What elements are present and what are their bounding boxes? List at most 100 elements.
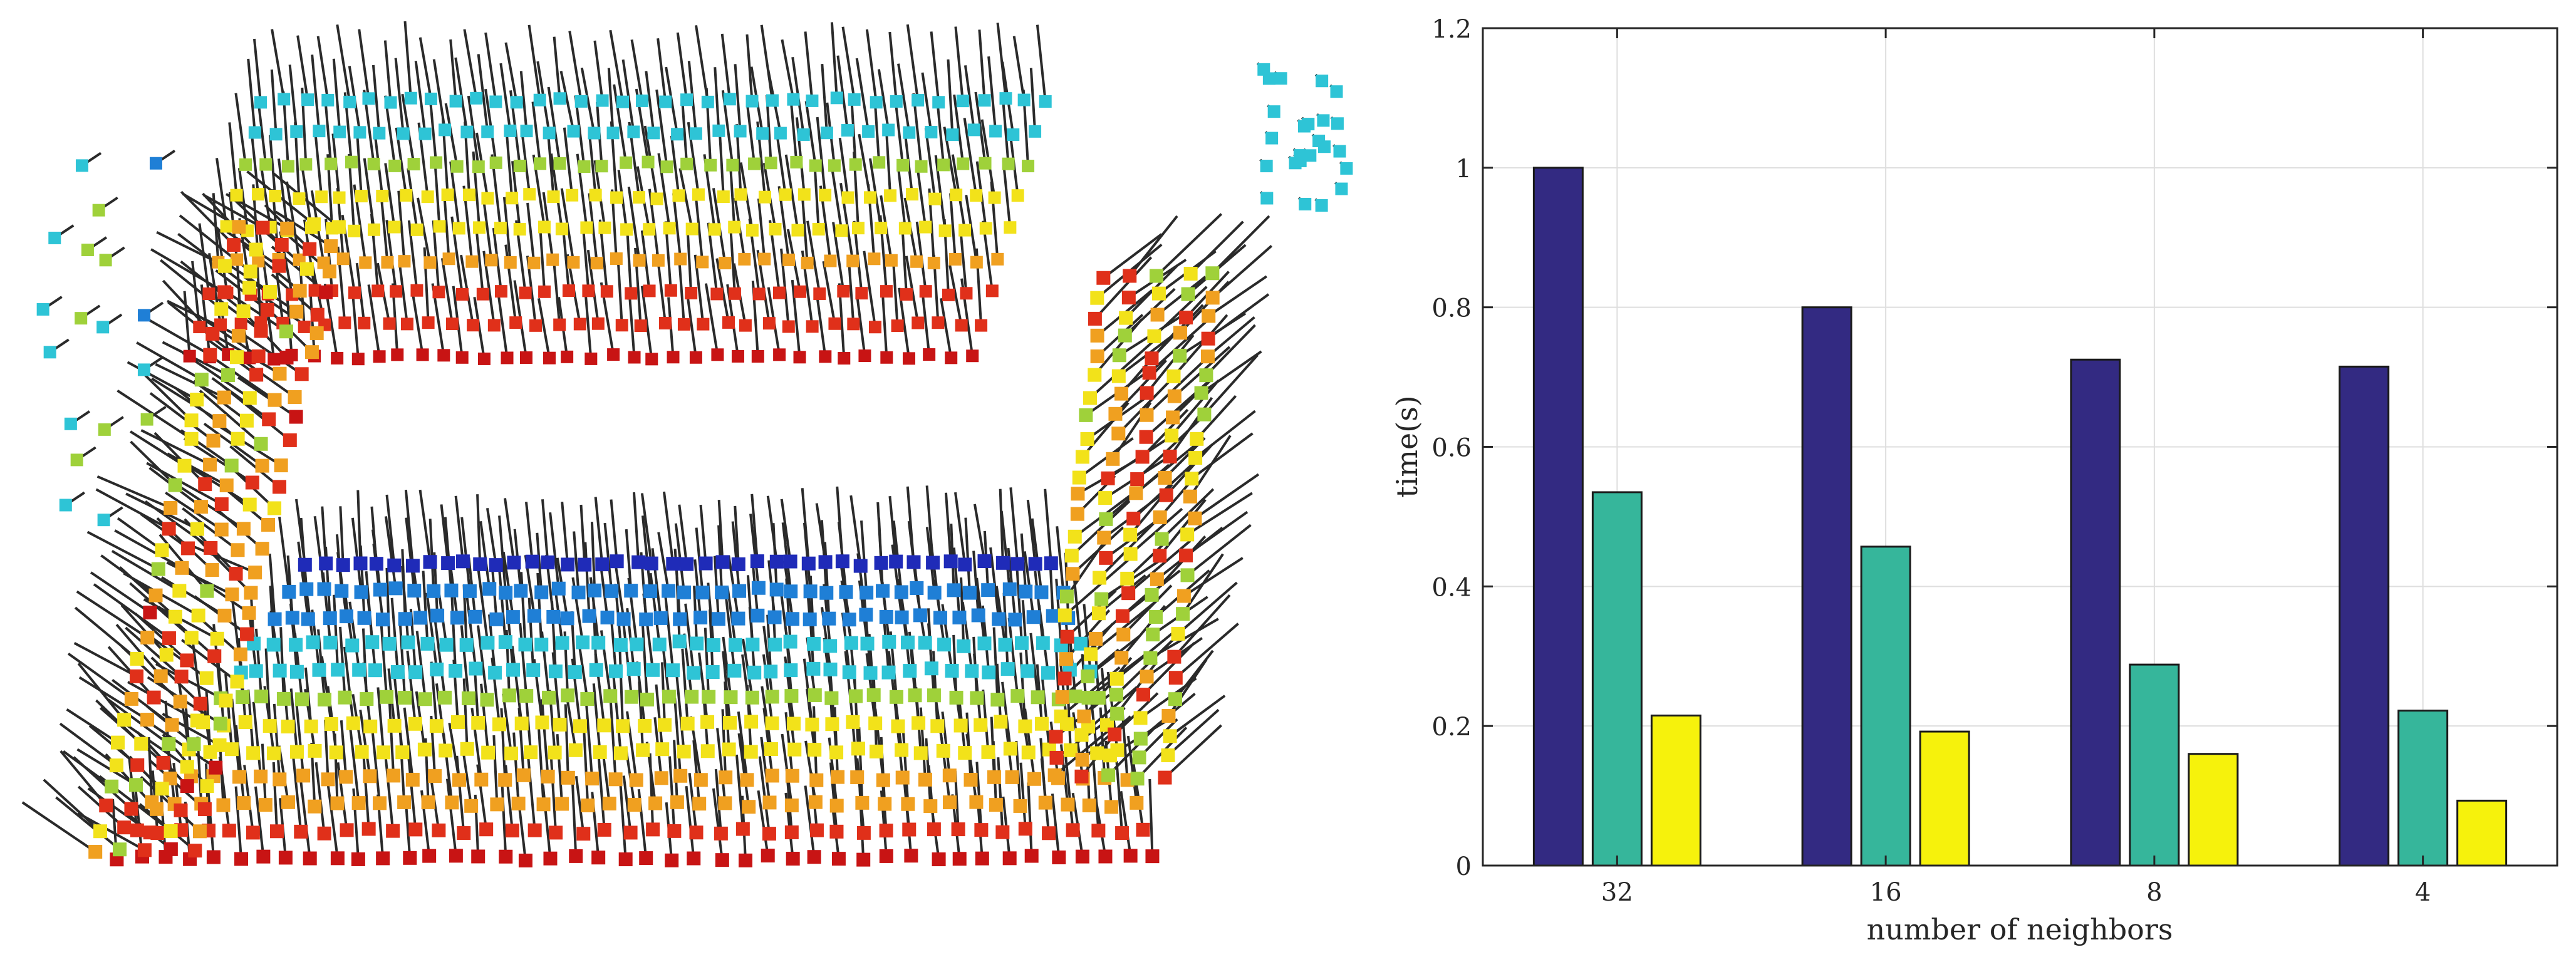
normal-line bbox=[359, 710, 371, 777]
normal-line bbox=[1136, 415, 1204, 480]
point-marker bbox=[1166, 410, 1180, 425]
point-marker bbox=[625, 690, 639, 704]
point-marker bbox=[841, 124, 854, 137]
point-marker bbox=[705, 665, 720, 679]
point-marker bbox=[1129, 486, 1143, 500]
point-marker bbox=[324, 716, 338, 731]
point-marker bbox=[504, 124, 517, 137]
point-marker bbox=[325, 157, 338, 170]
normal-line bbox=[808, 592, 815, 669]
point-marker bbox=[262, 719, 277, 733]
point-marker bbox=[890, 95, 903, 108]
normal-line bbox=[677, 255, 685, 324]
point-marker bbox=[149, 802, 164, 816]
point-marker bbox=[289, 304, 304, 319]
point-marker bbox=[745, 690, 759, 705]
y-tick-label: 0.8 bbox=[1431, 294, 1472, 323]
normal-line bbox=[257, 101, 267, 165]
point-marker bbox=[692, 188, 705, 201]
point-marker bbox=[697, 318, 710, 331]
normal-line bbox=[622, 775, 632, 833]
point-marker bbox=[1158, 770, 1172, 785]
point-marker bbox=[124, 802, 138, 816]
point-marker bbox=[1038, 795, 1052, 810]
point-marker bbox=[1017, 93, 1031, 106]
point-marker bbox=[340, 609, 354, 624]
point-marker bbox=[322, 264, 336, 279]
point-marker bbox=[807, 850, 821, 864]
point-marker bbox=[693, 610, 708, 624]
point-marker bbox=[794, 285, 807, 298]
point-marker bbox=[242, 606, 256, 620]
point-marker bbox=[1265, 132, 1279, 145]
point-marker bbox=[408, 665, 423, 680]
normal-line bbox=[694, 192, 704, 262]
point-marker bbox=[745, 224, 759, 237]
point-marker bbox=[180, 779, 194, 794]
point-marker bbox=[1028, 557, 1042, 571]
point-marker bbox=[543, 127, 556, 140]
point-marker bbox=[628, 351, 641, 364]
point-marker bbox=[252, 254, 265, 267]
point-marker bbox=[631, 555, 646, 569]
point-marker bbox=[210, 631, 224, 646]
normal-line bbox=[66, 708, 119, 744]
point-marker bbox=[1299, 197, 1312, 210]
normal-line bbox=[380, 623, 388, 697]
normal-line bbox=[234, 786, 243, 859]
point-marker bbox=[1118, 328, 1132, 343]
point-marker bbox=[525, 554, 539, 569]
point-marker bbox=[217, 390, 231, 405]
normal-line bbox=[893, 96, 905, 166]
normal-line bbox=[645, 71, 655, 133]
normal-line bbox=[597, 758, 606, 830]
point-marker bbox=[662, 584, 676, 598]
normal-line bbox=[613, 84, 628, 163]
point-marker bbox=[849, 689, 863, 703]
point-marker bbox=[279, 350, 294, 365]
point-marker bbox=[237, 796, 251, 810]
point-marker bbox=[937, 638, 952, 652]
point-marker bbox=[689, 127, 702, 140]
y-axis-ticks: 00.20.40.60.811.2 bbox=[1431, 15, 2557, 881]
point-marker bbox=[386, 824, 400, 838]
point-marker bbox=[345, 638, 360, 653]
point-marker bbox=[1114, 386, 1129, 401]
bar-series-1-cat-32 bbox=[1532, 167, 1584, 867]
point-marker bbox=[808, 795, 823, 809]
point-marker bbox=[439, 743, 453, 758]
point-marker bbox=[477, 352, 491, 365]
point-marker bbox=[666, 663, 680, 678]
normal-line bbox=[473, 297, 486, 359]
point-marker bbox=[296, 768, 311, 783]
normal-line bbox=[1165, 443, 1213, 497]
normal-line bbox=[537, 298, 551, 359]
point-marker bbox=[310, 308, 325, 322]
point-marker bbox=[1155, 532, 1169, 546]
point-marker bbox=[1335, 182, 1348, 195]
normal-line bbox=[1094, 256, 1153, 320]
point-marker bbox=[927, 688, 941, 703]
point-marker bbox=[535, 715, 549, 730]
point-marker bbox=[433, 220, 446, 233]
point-marker bbox=[252, 188, 265, 201]
point-marker bbox=[184, 413, 199, 428]
point-marker bbox=[868, 252, 881, 266]
normal-line bbox=[1021, 600, 1029, 671]
point-marker bbox=[919, 220, 932, 234]
point-marker bbox=[625, 287, 638, 300]
normal-line bbox=[417, 197, 432, 263]
point-marker bbox=[801, 556, 816, 571]
point-marker bbox=[903, 126, 916, 139]
point-marker bbox=[333, 191, 346, 204]
point-marker bbox=[591, 851, 606, 865]
normal-line bbox=[1027, 782, 1033, 856]
point-marker bbox=[274, 237, 289, 252]
point-marker bbox=[764, 742, 778, 757]
point-marker bbox=[790, 155, 803, 168]
normal-line bbox=[1054, 725, 1115, 777]
point-marker bbox=[742, 800, 756, 814]
point-marker bbox=[369, 557, 383, 571]
normal-line bbox=[830, 22, 838, 98]
point-marker bbox=[485, 254, 498, 267]
